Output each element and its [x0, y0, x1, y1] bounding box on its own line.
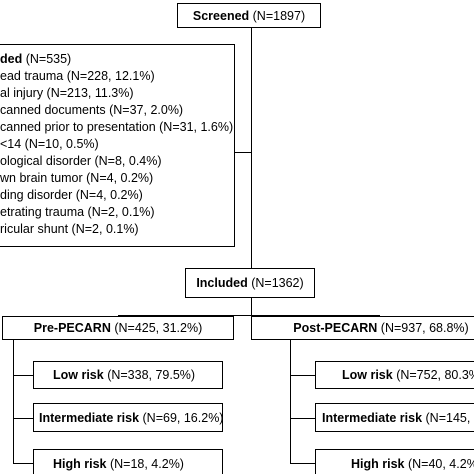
post-pecarn-box: Post-PECARN (N=937, 68.8%) [251, 316, 474, 340]
pre-high-risk-box: High risk (N=18, 4.2%) [33, 449, 223, 474]
pre-high-risk-detail: (N=18, 4.2%) [106, 456, 184, 471]
pre-low-risk-box: Low risk (N=338, 79.5%) [33, 361, 223, 389]
post-low-risk-label: Low risk [342, 368, 393, 382]
post-low-risk-box: Low risk (N=752, 80.3%) [315, 361, 474, 389]
pre-low-risk-label: Low risk [53, 368, 104, 382]
post-intermediate-risk-box: Intermediate risk (N=145, 15.5%) [315, 403, 474, 432]
screened-label: Screened [192, 8, 250, 23]
connector-post-trunk [290, 340, 292, 464]
connector-to-excluded [235, 152, 252, 154]
screened-box: Screened (N=1897) [177, 3, 321, 28]
included-detail: (N=1362) [247, 276, 304, 290]
included-box: Included (N=1362) [185, 268, 315, 298]
post-pecarn-label: Post-PECARN [293, 321, 378, 335]
excluded-title-label: ded [0, 52, 23, 66]
post-high-risk-label: High risk [351, 456, 405, 471]
connector-post-mid [290, 418, 315, 420]
pre-pecarn-box: Pre-PECARN (N=425, 31.2%) [2, 316, 234, 340]
connector-post-low [290, 375, 315, 377]
connector-pre-low [13, 375, 33, 377]
pre-pecarn-label: Pre-PECARN [33, 321, 111, 335]
excluded-item: etrating trauma (N=2, 0.1%) [0, 205, 155, 219]
post-intermediate-risk-label: Intermediate risk [322, 410, 423, 425]
connector-screened-included [251, 25, 253, 270]
excluded-item: ricular shunt (N=2, 0.1%) [0, 222, 139, 236]
excluded-box: ded (N=535) ead trauma (N=228, 12.1%) al… [0, 44, 235, 247]
connector-included-down [251, 298, 253, 315]
pre-intermediate-risk-box: Intermediate risk (N=69, 16.2%) [33, 403, 223, 432]
post-low-risk-detail: (N=752, 80.3%) [396, 368, 474, 382]
connector-pre-mid [13, 418, 33, 420]
excluded-item: canned prior to presentation (N=31, 1.6%… [0, 120, 234, 134]
excluded-item: canned documents (N=37, 2.0%) [0, 103, 184, 117]
excluded-item: ead trauma (N=228, 12.1%) [0, 69, 155, 83]
included-label: Included [196, 276, 248, 290]
screened-detail: (N=1897) [249, 8, 306, 23]
pre-intermediate-risk-label: Intermediate risk [39, 410, 140, 425]
connector-post-high [290, 463, 315, 465]
excluded-title: ded (N=535) [0, 52, 71, 67]
pre-high-risk-label: High risk [53, 456, 107, 471]
pre-intermediate-risk-detail: (N=69, 16.2%) [139, 410, 224, 425]
connector-split [118, 315, 380, 317]
excluded-title-detail: (N=535) [22, 52, 72, 66]
excluded-item: ding disorder (N=4, 0.2%) [0, 188, 143, 202]
post-pecarn-detail: (N=937, 68.8%) [377, 321, 469, 335]
pre-low-risk-detail: (N=338, 79.5%) [103, 368, 196, 382]
post-high-risk-box: High risk (N=40, 4.2%) [315, 449, 474, 474]
post-intermediate-risk-detail: (N=145, 15.5%) [425, 410, 474, 425]
pre-pecarn-detail: (N=425, 31.2%) [110, 321, 203, 335]
connector-pre-high [13, 463, 33, 465]
excluded-item: wn brain tumor (N=4, 0.2%) [0, 171, 154, 185]
excluded-item: ological disorder (N=8, 0.4%) [0, 154, 162, 168]
excluded-item: <14 (N=10, 0.5%) [0, 137, 99, 151]
post-high-risk-detail: (N=40, 4.2%) [407, 456, 474, 471]
excluded-item: al injury (N=213, 11.3%) [0, 86, 134, 100]
connector-pre-trunk [13, 340, 15, 464]
